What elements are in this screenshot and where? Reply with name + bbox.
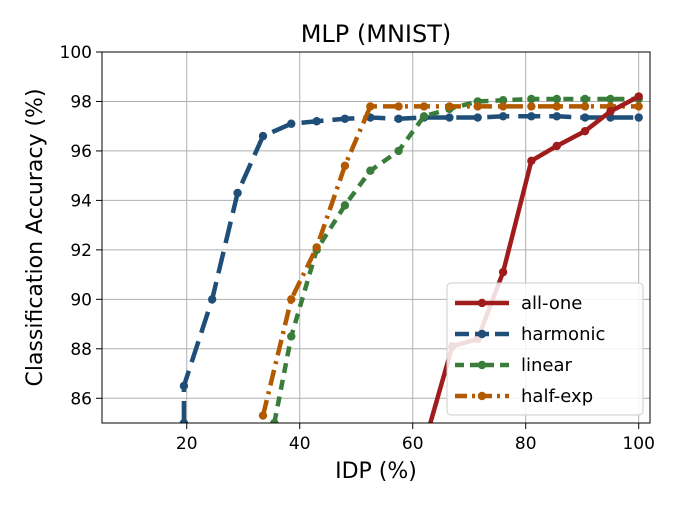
data-point-linear xyxy=(394,146,403,156)
data-point-linear xyxy=(287,332,296,341)
x-tick-label: 100 xyxy=(622,434,654,454)
data-point-harmonic xyxy=(312,117,321,126)
x-axis-ticks: 20 40 60 80 100 xyxy=(176,423,655,454)
data-point-harmonic xyxy=(445,113,454,122)
data-point-linear xyxy=(498,96,508,105)
data-point-harmonic xyxy=(287,119,296,128)
data-point-harmonic xyxy=(394,114,403,123)
data-point-half-exp xyxy=(552,102,561,111)
y-tick-label: 94 xyxy=(70,191,92,211)
data-point-half-exp xyxy=(580,102,590,111)
data-point-half-exp xyxy=(258,411,268,420)
data-point-linear xyxy=(552,94,561,104)
data-point-harmonic xyxy=(580,113,590,122)
data-point-half-exp xyxy=(473,102,482,111)
data-point-harmonic xyxy=(498,112,508,121)
y-tick-label: 92 xyxy=(70,241,92,261)
data-point-harmonic xyxy=(340,114,350,123)
data-point-harmonic xyxy=(552,112,561,121)
data-point-all-one xyxy=(606,107,615,116)
y-tick-label: 100 xyxy=(60,43,92,63)
data-point-harmonic xyxy=(258,131,268,141)
data-point-all-one xyxy=(498,267,508,277)
data-point-half-exp xyxy=(366,102,375,111)
x-tick-label: 40 xyxy=(289,434,311,454)
legend-label-all-one: all-one xyxy=(521,293,582,314)
data-point-half-exp xyxy=(340,161,350,170)
legend-label-linear: linear xyxy=(521,355,573,376)
plot-frame xyxy=(101,51,651,424)
data-point-harmonic xyxy=(634,113,643,122)
legend-box xyxy=(446,282,644,416)
series-layer xyxy=(179,92,643,439)
y-tick-label: 98 xyxy=(70,92,92,112)
x-tick-label: 80 xyxy=(515,434,537,454)
data-point-harmonic xyxy=(473,113,482,122)
chart-title: MLP (MNIST) xyxy=(301,20,452,48)
data-point-half-exp xyxy=(419,102,429,111)
legend-marker-linear xyxy=(477,360,487,370)
x-tick-label: 20 xyxy=(176,434,198,454)
data-point-linear xyxy=(419,112,429,121)
data-point-linear xyxy=(340,201,350,210)
data-point-half-exp xyxy=(527,102,536,111)
data-point-half-exp xyxy=(287,295,296,304)
data-point-linear xyxy=(270,418,279,423)
x-axis-label: IDP (%) xyxy=(335,459,417,484)
legend-marker-harmonic xyxy=(477,329,487,339)
data-point-half-exp xyxy=(394,102,403,111)
y-axis-ticks: 86 88 90 92 94 96 98 100 xyxy=(60,43,102,409)
y-tick-label: 96 xyxy=(70,142,92,162)
legend-marker-all-one xyxy=(477,298,487,308)
data-point-harmonic xyxy=(179,381,189,391)
data-point-linear xyxy=(580,94,590,104)
series-harmonic xyxy=(179,112,643,423)
legend-label-harmonic: harmonic xyxy=(521,324,605,345)
data-point-half-exp xyxy=(445,102,454,111)
data-point-half-exp xyxy=(498,102,508,111)
x-tick-label: 60 xyxy=(402,434,424,454)
y-tick-label: 88 xyxy=(70,340,92,360)
legend-label-half-exp: half-exp xyxy=(521,386,593,407)
y-axis-label: Classification Accuracy (%) xyxy=(23,88,48,386)
data-point-harmonic xyxy=(233,188,242,198)
data-point-half-exp xyxy=(312,243,321,252)
data-point-linear xyxy=(527,94,536,104)
data-point-linear xyxy=(366,166,375,175)
data-point-linear xyxy=(606,94,615,104)
data-point-all-one xyxy=(634,92,643,101)
data-point-all-one xyxy=(423,431,431,439)
data-point-harmonic xyxy=(179,418,189,423)
data-point-all-one xyxy=(552,141,561,151)
data-point-harmonic xyxy=(207,295,217,304)
y-tick-label: 90 xyxy=(70,290,92,310)
data-point-all-one xyxy=(527,156,536,166)
y-tick-label: 86 xyxy=(70,389,92,409)
data-point-harmonic xyxy=(527,112,536,121)
data-point-all-one xyxy=(580,126,590,136)
legend: all-one harmonic linear half-exp xyxy=(446,282,644,416)
data-point-half-exp xyxy=(634,102,643,111)
legend-marker-half-exp xyxy=(477,391,487,401)
